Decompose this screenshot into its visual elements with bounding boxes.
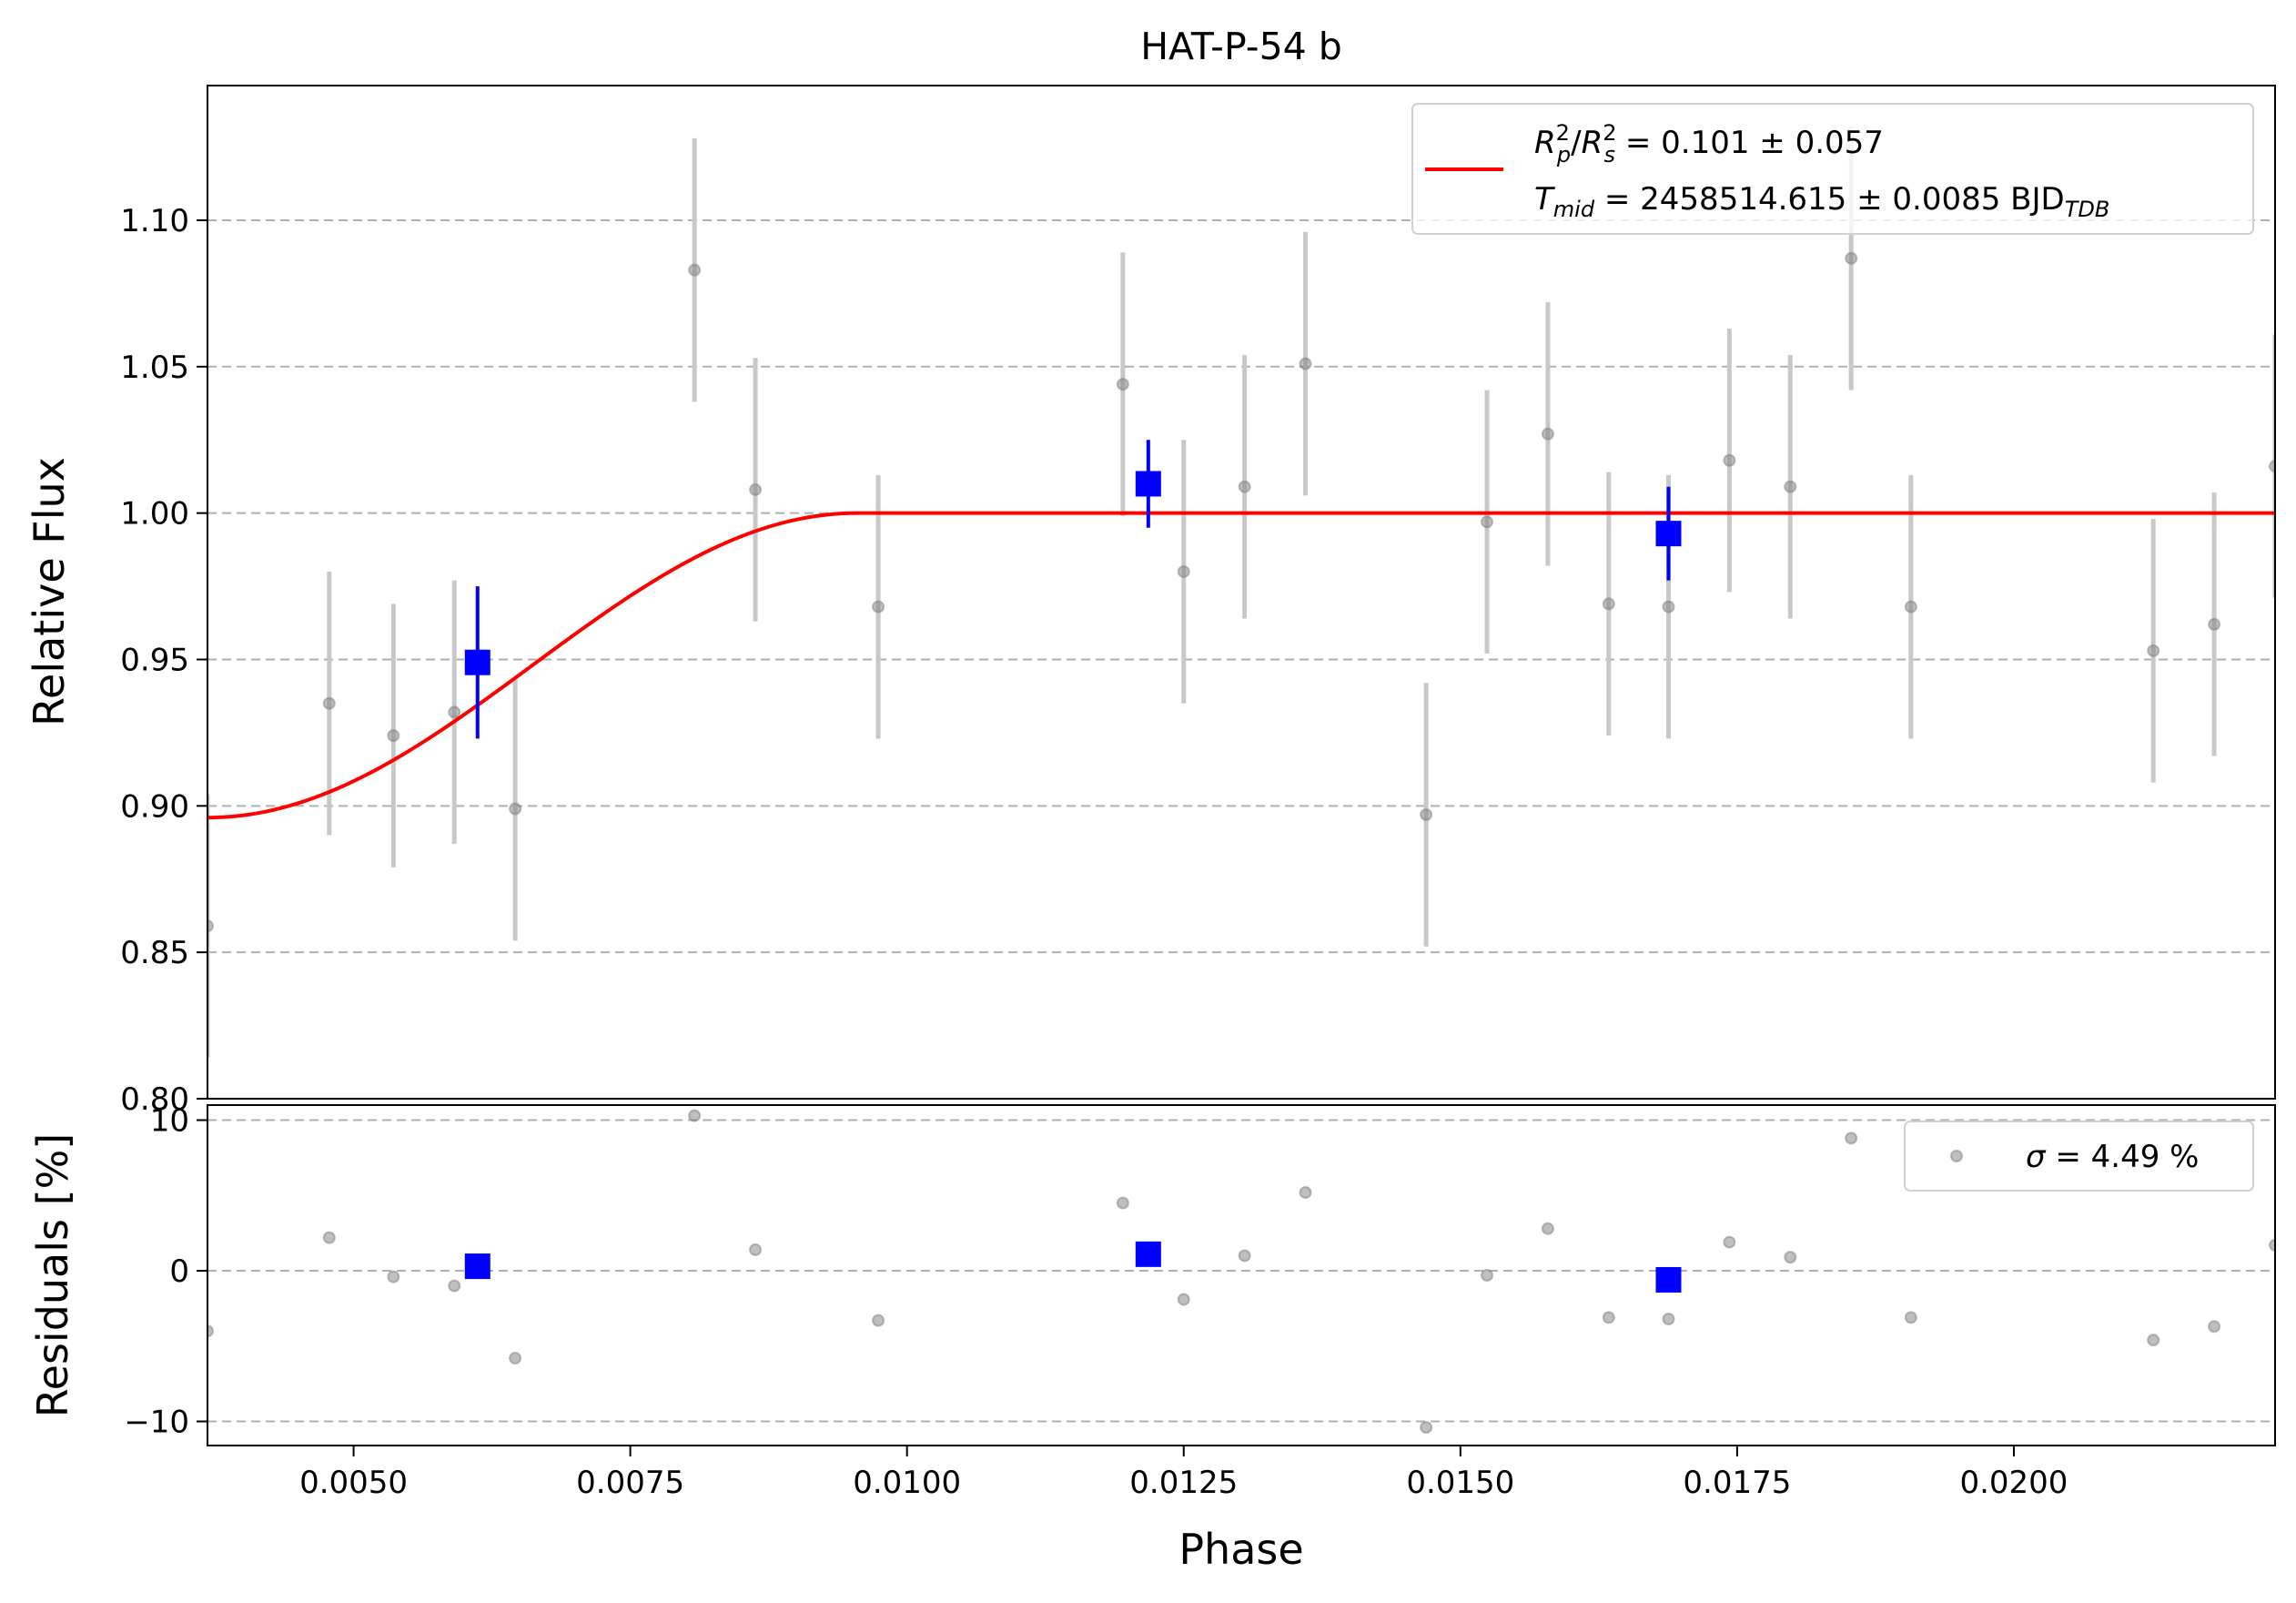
data-point <box>1541 427 1554 441</box>
residual-point <box>1723 1235 1736 1249</box>
residual-binned-point <box>1655 1266 1682 1293</box>
data-point <box>448 705 461 719</box>
main-panel: 0.80 0.85 0.90 0.95 1.00 1.05 1.10 Relative Fl… <box>25 85 2276 1118</box>
residual-point <box>688 1109 702 1122</box>
main-y-tick-label: 0.85 <box>120 935 189 971</box>
residuals-data-points <box>207 1109 2275 1435</box>
main-y-axis-label: Relative Flux <box>25 457 74 726</box>
residual-point <box>1541 1222 1554 1235</box>
data-point <box>688 263 702 277</box>
residual-point <box>749 1243 763 1256</box>
data-point <box>2208 617 2221 631</box>
data-point <box>749 482 763 496</box>
data-point <box>1238 480 1251 493</box>
residual-point <box>1420 1421 1433 1435</box>
residual-point <box>1904 1311 1917 1324</box>
data-point <box>872 600 885 614</box>
legend-line-1: R2 p/R2 s = 0.101 ± 0.057 <box>1534 120 1884 167</box>
binned-point <box>1135 471 1161 497</box>
residual-point <box>1602 1311 1615 1324</box>
main-legend: R2 p/R2 s = 0.101 ± 0.057 Tmid = 2458514.6… <box>1411 103 2254 235</box>
x-tick-label: 0.0050 <box>299 1465 408 1501</box>
x-tick-label: 0.0100 <box>853 1465 961 1501</box>
legend-line-2: Tmid = 2458514.615 ± 0.0085 BJDTDB <box>1534 181 2109 222</box>
residual-point <box>2208 1320 2221 1334</box>
chart-title: HAT-P-54 b <box>1140 25 1342 68</box>
residuals-y-ticks: −10 0 10 <box>124 1103 207 1441</box>
x-tick-label: 0.0150 <box>1406 1465 1514 1501</box>
main-data-points <box>207 127 2275 1058</box>
residuals-x-ticks: 0.0050 0.0075 0.0100 0.0125 0.0150 0.0175 0.02… <box>299 1446 2068 1501</box>
residuals-y-tick-label: 0 <box>169 1253 189 1290</box>
data-point <box>2269 460 2275 473</box>
x-tick-label: 0.0175 <box>1683 1465 1791 1501</box>
residuals-axes-frame <box>207 1104 2276 1446</box>
data-point <box>322 696 336 710</box>
main-y-tick-label: 0.90 <box>120 788 189 825</box>
data-point <box>207 919 214 933</box>
data-point <box>1177 564 1190 578</box>
binned-point <box>464 649 491 675</box>
residuals-y-axis-label: Residuals [%] <box>28 1133 77 1417</box>
x-tick-label: 0.0200 <box>1959 1465 2068 1501</box>
residual-point <box>1116 1196 1129 1210</box>
residuals-gridlines <box>207 1119 2275 1423</box>
data-point <box>1116 378 1129 391</box>
residuals-binned-points <box>464 1241 1682 1293</box>
residual-binned-point <box>464 1253 491 1280</box>
residual-point <box>1177 1293 1190 1306</box>
transit-model-line <box>207 511 2275 820</box>
residuals-y-tick-label: 10 <box>150 1103 189 1140</box>
residual-point <box>1784 1251 1797 1264</box>
residual-point <box>1845 1131 1858 1145</box>
binned-point <box>1655 521 1682 547</box>
residual-binned-point <box>1135 1241 1161 1267</box>
x-tick-label: 0.0125 <box>1129 1465 1238 1501</box>
main-y-tick-label: 0.95 <box>120 642 189 678</box>
x-axis-label: Phase <box>1178 1525 1303 1574</box>
residual-point <box>2147 1334 2160 1347</box>
residual-point <box>1299 1185 1312 1199</box>
main-y-tick-label: 1.00 <box>120 496 189 533</box>
residual-point <box>322 1231 336 1244</box>
data-point <box>1299 357 1312 370</box>
data-point <box>1784 480 1797 493</box>
main-axes-frame <box>207 85 2276 1100</box>
data-point <box>387 729 400 743</box>
x-tick-label: 0.0075 <box>576 1465 684 1501</box>
residual-point <box>1662 1312 1675 1325</box>
residuals-y-tick-label: −10 <box>124 1405 189 1441</box>
data-point <box>2147 644 2160 657</box>
residuals-legend: σ = 4.49 % <box>1904 1121 2254 1192</box>
main-binned-points <box>464 440 1682 739</box>
residual-point <box>2269 1238 2275 1252</box>
data-point <box>1723 453 1736 467</box>
main-y-tick-label: 0.80 <box>120 1081 189 1118</box>
main-y-tick-label: 1.05 <box>120 350 189 386</box>
data-point <box>1904 600 1917 614</box>
data-point <box>1602 597 1615 611</box>
residual-point <box>387 1270 400 1283</box>
data-point <box>509 802 522 816</box>
data-point <box>1845 251 1858 265</box>
main-y-tick-label: 1.10 <box>120 203 189 239</box>
legend-sigma-text: σ = 4.49 % <box>2026 1139 2199 1175</box>
residual-point <box>207 1324 214 1338</box>
data-point <box>1481 515 1494 529</box>
main-y-ticks: 0.80 0.85 0.90 0.95 1.00 1.05 1.10 <box>120 203 207 1118</box>
residual-point <box>872 1314 885 1327</box>
residual-point <box>509 1352 522 1365</box>
legend-residual-marker <box>1950 1150 1963 1162</box>
data-point <box>1420 807 1433 821</box>
data-point <box>1662 600 1675 614</box>
residual-point <box>1238 1249 1251 1263</box>
residual-point <box>448 1279 461 1293</box>
residual-point <box>1481 1269 1494 1282</box>
